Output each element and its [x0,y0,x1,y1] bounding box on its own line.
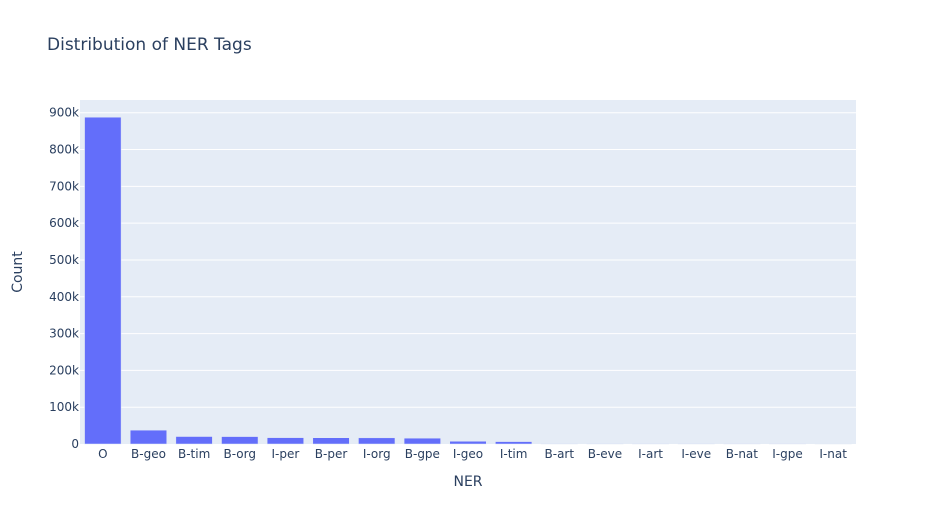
y-axis-label: Count [10,251,26,293]
x-tick-label: I-nat [819,447,847,461]
x-tick-label: I-org [363,447,391,461]
x-tick-label: B-geo [131,447,166,461]
bar-i-tim[interactable] [495,442,532,444]
x-tick-label: B-eve [588,447,622,461]
y-tick-label: 600k [49,216,79,230]
bar-o[interactable] [85,117,122,444]
x-axis-label: NER [453,474,482,490]
y-tick-label: 0 [71,437,79,451]
y-tick-label: 900k [49,106,79,120]
bar-i-geo[interactable] [450,441,487,444]
x-tick-label: B-tim [178,447,210,461]
x-tick-label: B-per [315,447,348,461]
x-axis-ticks: O B-geo B-tim B-org I-per B-per I-org B-gpe I-ge… [98,447,847,461]
x-tick-label: B-org [224,447,256,461]
chart-title: Distribution of NER Tags [47,35,252,55]
x-tick-label: O [98,447,107,461]
bar-b-org[interactable] [222,437,259,444]
bar-b-geo[interactable] [130,430,167,444]
y-tick-label: 200k [49,363,79,377]
x-tick-label: B-art [545,447,575,461]
y-axis-ticks: 0 100k 200k 300k 400k 500k 600k 700k 800k 900k [49,106,79,451]
x-tick-label: I-art [638,447,663,461]
bar-b-gpe[interactable] [404,438,441,444]
y-tick-label: 100k [49,400,79,414]
bar-b-per[interactable] [313,438,350,444]
y-tick-label: 500k [49,253,79,267]
x-tick-label: B-nat [726,447,759,461]
x-tick-label: I-geo [453,447,483,461]
bar-b-tim[interactable] [176,437,213,444]
y-tick-label: 400k [49,290,79,304]
x-tick-label: I-gpe [772,447,803,461]
y-tick-label: 300k [49,327,79,341]
bar-i-org[interactable] [358,438,395,444]
x-tick-label: I-tim [500,447,528,461]
x-tick-label: I-per [272,447,300,461]
y-tick-label: 700k [49,179,79,193]
x-tick-label: B-gpe [405,447,440,461]
plot-background [80,100,856,444]
bar-i-per[interactable] [267,438,304,444]
x-tick-label: I-eve [681,447,711,461]
y-tick-label: 800k [49,143,79,157]
